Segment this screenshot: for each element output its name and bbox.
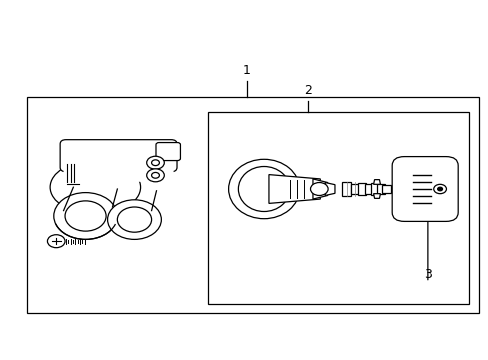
FancyBboxPatch shape [60, 140, 177, 172]
Circle shape [437, 187, 442, 191]
Polygon shape [373, 180, 380, 184]
Bar [364, 184, 372, 194]
Bar [350, 184, 359, 194]
Bar [342, 182, 350, 196]
Polygon shape [373, 194, 380, 198]
Ellipse shape [228, 159, 299, 219]
FancyBboxPatch shape [63, 142, 173, 182]
Polygon shape [268, 175, 320, 203]
Bar [27, 97, 478, 313]
Circle shape [151, 160, 159, 166]
Bar [370, 183, 378, 195]
Circle shape [146, 156, 164, 169]
Bar [207, 112, 468, 304]
Polygon shape [312, 179, 327, 199]
Circle shape [433, 184, 446, 194]
FancyBboxPatch shape [391, 157, 457, 221]
Circle shape [117, 207, 151, 232]
Ellipse shape [50, 160, 141, 214]
Ellipse shape [238, 166, 289, 212]
Polygon shape [325, 183, 334, 195]
Text: 1: 1 [243, 64, 250, 77]
Circle shape [47, 235, 65, 248]
Circle shape [146, 169, 164, 182]
Bar [357, 183, 366, 195]
Bar [382, 185, 390, 193]
FancyBboxPatch shape [156, 143, 180, 161]
Text: 3: 3 [423, 268, 431, 281]
Bar [376, 184, 384, 194]
Circle shape [151, 172, 159, 178]
Circle shape [310, 183, 327, 195]
Circle shape [65, 201, 106, 231]
Text: 2: 2 [304, 84, 311, 97]
Circle shape [107, 200, 161, 239]
Circle shape [54, 193, 117, 239]
